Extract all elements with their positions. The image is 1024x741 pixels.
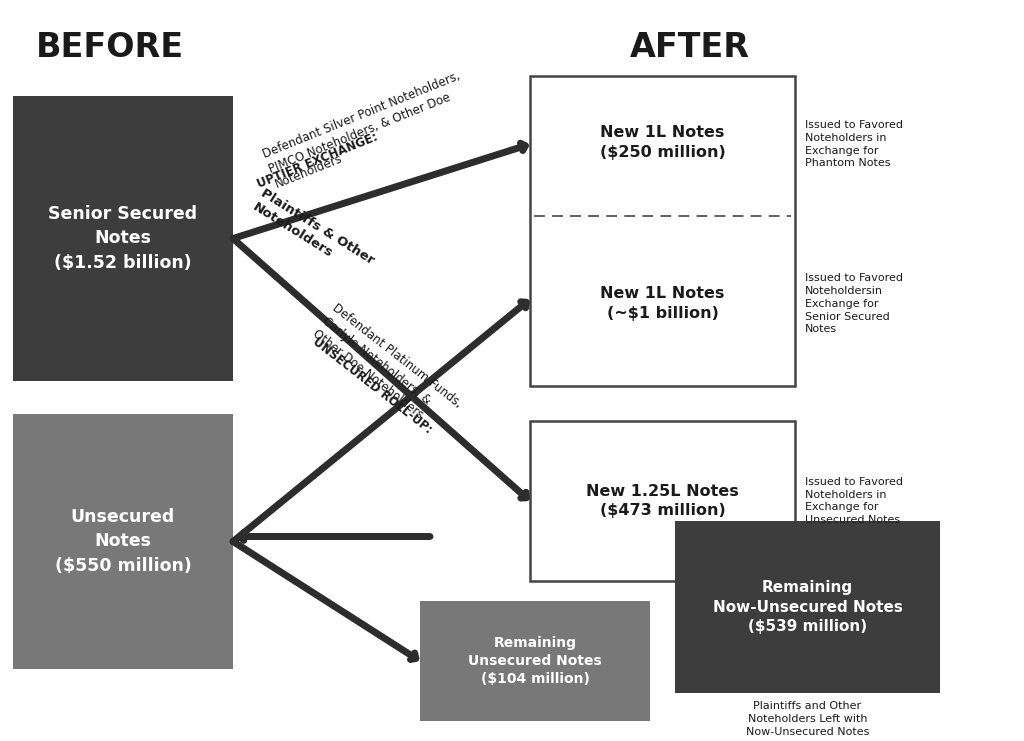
Text: Plaintiffs and Other
Noteholders Left with
Now-Unsecured Notes: Plaintiffs and Other Noteholders Left wi… [745, 701, 869, 737]
Text: Issued to Favored
Noteholders in
Exchange for
Phantom Notes: Issued to Favored Noteholders in Exchang… [805, 120, 903, 168]
Text: AFTER: AFTER [630, 31, 750, 64]
FancyBboxPatch shape [13, 414, 233, 669]
FancyBboxPatch shape [675, 521, 940, 693]
Text: Remaining
Now-Unsecured Notes
($539 million): Remaining Now-Unsecured Notes ($539 mill… [713, 580, 902, 634]
Text: UPTIER EXCHANGE:: UPTIER EXCHANGE: [255, 130, 380, 191]
Text: Senior Secured
Notes
($1.52 billion): Senior Secured Notes ($1.52 billion) [48, 205, 198, 272]
Text: Plaintiffs & Other
Noteholders: Plaintiffs & Other Noteholders [250, 187, 377, 281]
Text: Defendant Platinum Funds,
Carlyle Noteholders, &
Other Doe Noteholders: Defendant Platinum Funds, Carlyle Noteho… [310, 289, 474, 436]
Text: BEFORE: BEFORE [36, 31, 184, 64]
FancyBboxPatch shape [530, 421, 795, 581]
Text: Unsecured
Notes
($550 million): Unsecured Notes ($550 million) [54, 508, 191, 575]
Text: Defendant Silver Point Noteholders,
PIMCO Noteholders, & Other Doe
Noteholders: Defendant Silver Point Noteholders, PIMC… [255, 55, 474, 191]
FancyBboxPatch shape [530, 76, 795, 386]
Text: New 1L Notes
($250 million): New 1L Notes ($250 million) [600, 125, 725, 160]
Text: New 1.25L Notes
($473 million): New 1.25L Notes ($473 million) [586, 484, 739, 519]
FancyBboxPatch shape [13, 96, 233, 381]
Text: UNSECURED ROLL-UP:: UNSECURED ROLL-UP: [310, 335, 434, 436]
Text: New 1L Notes
(~$1 billion): New 1L Notes (~$1 billion) [600, 287, 725, 322]
Text: Issued to Favored
Noteholders in
Exchange for
Unsecured Notes: Issued to Favored Noteholders in Exchang… [805, 476, 903, 525]
FancyBboxPatch shape [420, 601, 650, 721]
Text: Remaining
Unsecured Notes
($104 million): Remaining Unsecured Notes ($104 million) [468, 637, 602, 686]
Text: Issued to Favored
Noteholdersin
Exchange for
Senior Secured
Notes: Issued to Favored Noteholdersin Exchange… [805, 273, 903, 334]
